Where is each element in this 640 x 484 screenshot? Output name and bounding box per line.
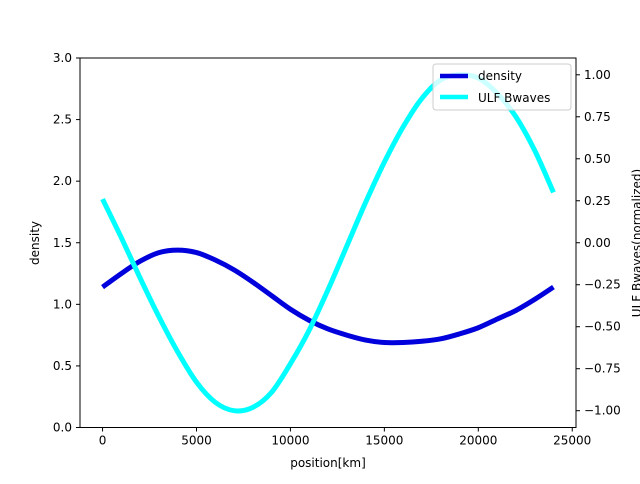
right-y-axis-label: ULF Bwaves(normalized) xyxy=(630,169,640,317)
x-tick-label: 25000 xyxy=(553,434,591,448)
series-line-density xyxy=(101,247,555,346)
right-y-tick-label: −1.00 xyxy=(584,404,621,418)
x-tick-label: 0 xyxy=(99,434,107,448)
right-y-tick-label: 1.00 xyxy=(584,68,611,82)
legend-label-density: density xyxy=(478,69,522,83)
left-y-axis: 0.0 0.5 1.0 1.5 2.0 2.5 3.0 xyxy=(53,51,80,435)
plot-background xyxy=(80,58,576,428)
left-y-tick-label: 2.5 xyxy=(53,113,72,127)
x-tick-label: 15000 xyxy=(365,434,403,448)
left-y-tick-label: 0.5 xyxy=(53,359,72,373)
right-y-tick-label: −0.25 xyxy=(584,278,621,292)
x-tick-label: 5000 xyxy=(181,434,212,448)
right-y-tick-label: 0.75 xyxy=(584,110,611,124)
right-y-tick-label: 0.50 xyxy=(584,152,611,166)
right-y-tick-label: 0.25 xyxy=(584,194,611,208)
legend-label-ulf-bwaves: ULF Bwaves xyxy=(478,91,550,105)
x-axis: 0 5000 10000 15000 20000 25000 xyxy=(99,427,591,448)
left-y-tick-label: 3.0 xyxy=(53,51,72,65)
left-y-axis-label: density xyxy=(28,221,42,265)
left-y-tick-label: 1.5 xyxy=(53,236,72,250)
left-y-tick-label: 0.0 xyxy=(53,421,72,435)
right-y-tick-label: −0.50 xyxy=(584,320,621,334)
right-y-axis: −1.00 −0.75 −0.50 −0.25 0.00 0.25 0.50 0.75 1.00 xyxy=(576,68,621,418)
x-tick-label: 20000 xyxy=(459,434,497,448)
left-y-tick-label: 1.0 xyxy=(53,297,72,311)
right-y-tick-label: 0.00 xyxy=(584,236,611,250)
right-y-tick-label: −0.75 xyxy=(584,362,621,376)
left-y-tick-label: 2.0 xyxy=(53,174,72,188)
x-tick-label: 10000 xyxy=(271,434,309,448)
legend: density ULF Bwaves xyxy=(432,63,572,111)
x-axis-label: position[km] xyxy=(290,456,366,470)
